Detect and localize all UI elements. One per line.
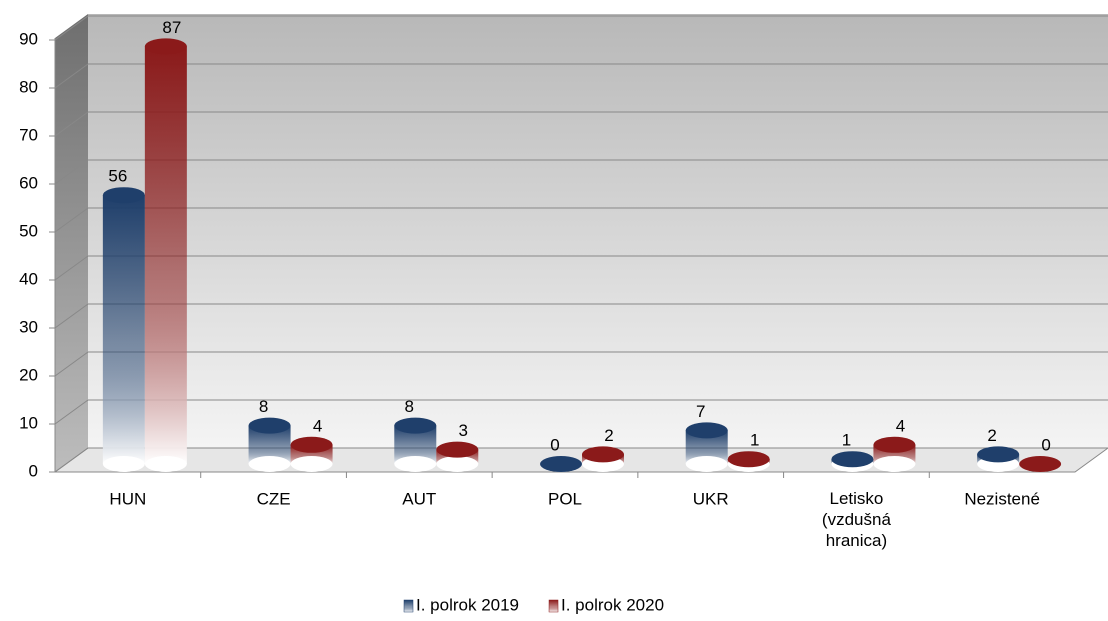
bar: [144, 38, 187, 472]
bar-top: [685, 422, 728, 439]
bar: [685, 422, 728, 472]
bar: [831, 451, 874, 472]
bar-top: [540, 456, 582, 472]
y-tick-label: 30: [19, 317, 38, 336]
grid-line: [54, 207, 89, 233]
bar: [727, 451, 770, 472]
data-label: 3: [459, 421, 468, 440]
data-label: 4: [896, 416, 905, 435]
bar-top: [977, 446, 1020, 463]
y-tick-label: 0: [29, 461, 38, 480]
bar: [290, 436, 333, 472]
bar-bottom: [685, 456, 728, 472]
bar: [873, 436, 916, 472]
y-tick-label: 40: [19, 269, 38, 288]
legend-label: I. polrok 2019: [416, 595, 519, 614]
bar-top: [144, 38, 187, 55]
data-label: 56: [108, 167, 127, 186]
data-label: 2: [604, 426, 613, 445]
bar-body: [144, 46, 187, 465]
bar-top: [436, 441, 479, 458]
bar: [436, 441, 479, 472]
y-tick-label: 90: [19, 29, 38, 48]
back-wall: [88, 14, 1108, 448]
bar: [977, 446, 1020, 472]
bar: [1019, 456, 1062, 472]
y-tick-label: 80: [19, 77, 38, 96]
data-label: 1: [750, 431, 759, 450]
data-label: 7: [696, 402, 705, 421]
bar: [540, 456, 582, 472]
bar: [582, 446, 624, 472]
data-label: 87: [162, 18, 181, 37]
grid-line: [54, 63, 89, 89]
data-label: 8: [405, 397, 414, 416]
grid-line: [54, 15, 89, 41]
y-tick-label: 70: [19, 125, 38, 144]
legend-swatch: [548, 599, 559, 613]
x-tick-label: UKR: [693, 489, 729, 508]
bar-top: [727, 451, 770, 468]
data-label: 1: [842, 431, 851, 450]
grid-line: [54, 351, 89, 377]
bar-bottom: [102, 456, 145, 472]
data-label: 0: [1041, 435, 1050, 454]
x-tick-label: Letisko (vzdušná hranica): [822, 489, 892, 550]
y-tick-label: 50: [19, 221, 38, 240]
grid-line: [54, 303, 89, 329]
bar-bottom: [873, 456, 916, 472]
grid-line: [54, 159, 89, 185]
bar: [394, 417, 437, 472]
x-tick-label: POL: [548, 489, 582, 508]
bar-top: [102, 187, 145, 204]
bar-top: [394, 417, 437, 434]
x-tick-label: Nezistené: [964, 489, 1040, 508]
bar: [248, 417, 291, 472]
x-tick-label: AUT: [402, 489, 436, 508]
data-label: 2: [987, 426, 996, 445]
bar: [102, 187, 145, 472]
grid-line: [54, 255, 89, 281]
bar-top: [831, 451, 874, 468]
grid-line: [54, 447, 89, 473]
data-label: 0: [550, 435, 559, 454]
bar-top: [873, 436, 916, 453]
y-tick-label: 10: [19, 413, 38, 432]
grid-line: [54, 111, 89, 137]
y-tick-label: 60: [19, 173, 38, 192]
legend-swatch: [403, 599, 414, 613]
floor: [53, 447, 1108, 473]
bar-bottom: [394, 456, 437, 472]
bar-top: [582, 446, 624, 463]
bar-top: [248, 417, 291, 434]
y-tick-label: 20: [19, 365, 38, 384]
bar-bottom: [290, 456, 333, 472]
bar-body: [102, 195, 145, 464]
data-label: 8: [259, 397, 268, 416]
x-tick-label: HUN: [109, 489, 146, 508]
grid-line: [54, 399, 89, 425]
x-tick-label: CZE: [257, 489, 291, 508]
data-label: 4: [313, 416, 322, 435]
bar-top: [290, 436, 333, 453]
legend-label: I. polrok 2020: [561, 595, 664, 614]
bar-bottom: [436, 456, 479, 472]
bar-bottom: [248, 456, 291, 472]
bar-top: [1019, 456, 1062, 472]
bar-bottom: [144, 456, 187, 472]
